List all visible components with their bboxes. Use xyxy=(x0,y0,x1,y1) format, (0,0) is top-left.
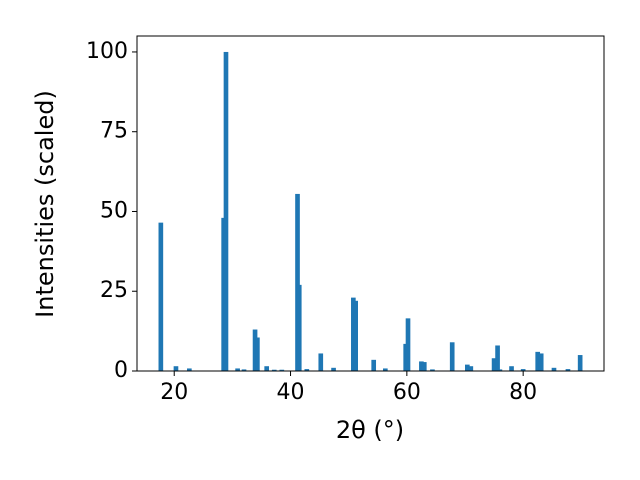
bar xyxy=(304,369,310,371)
bar xyxy=(279,369,285,371)
y-tick-label: 25 xyxy=(100,278,128,303)
bar xyxy=(430,369,435,371)
y-tick-label: 0 xyxy=(114,358,128,383)
bar xyxy=(331,367,336,371)
x-tick-label: 40 xyxy=(277,380,305,405)
y-tick-label: 75 xyxy=(100,119,128,144)
x-tick-label: 20 xyxy=(160,380,188,405)
plot-frame xyxy=(136,35,605,372)
bar xyxy=(495,345,500,371)
y-tick-label: 100 xyxy=(86,39,128,64)
bar xyxy=(497,369,503,371)
bar xyxy=(405,318,411,371)
x-tick-label: 80 xyxy=(509,380,537,405)
bar xyxy=(295,193,300,371)
bar xyxy=(223,51,229,371)
bar xyxy=(241,369,247,371)
bar xyxy=(421,362,427,371)
bar xyxy=(538,353,544,371)
x-tick-label: 60 xyxy=(393,380,421,405)
bar xyxy=(353,300,358,371)
bar xyxy=(491,358,497,371)
bar xyxy=(158,222,164,371)
bar xyxy=(465,364,470,371)
bar xyxy=(509,366,514,371)
bar xyxy=(264,366,270,371)
x-axis-label: 2θ (°) xyxy=(336,416,404,444)
y-axis-label: Intensities (scaled) xyxy=(31,90,59,318)
y-tick-label: 50 xyxy=(100,198,128,223)
bar xyxy=(318,353,324,371)
bar xyxy=(551,367,557,371)
bar xyxy=(565,369,571,371)
bar xyxy=(468,366,474,371)
bar xyxy=(535,351,541,371)
bar xyxy=(187,368,192,371)
bar xyxy=(173,366,179,371)
bar xyxy=(449,342,455,371)
bar xyxy=(296,284,302,371)
bar xyxy=(371,359,377,371)
bar xyxy=(235,368,240,371)
bar xyxy=(255,337,260,371)
bar xyxy=(271,369,277,371)
bar xyxy=(351,297,356,371)
bar xyxy=(383,368,388,371)
bar xyxy=(419,361,424,371)
bar xyxy=(520,369,526,371)
bar xyxy=(577,355,583,371)
